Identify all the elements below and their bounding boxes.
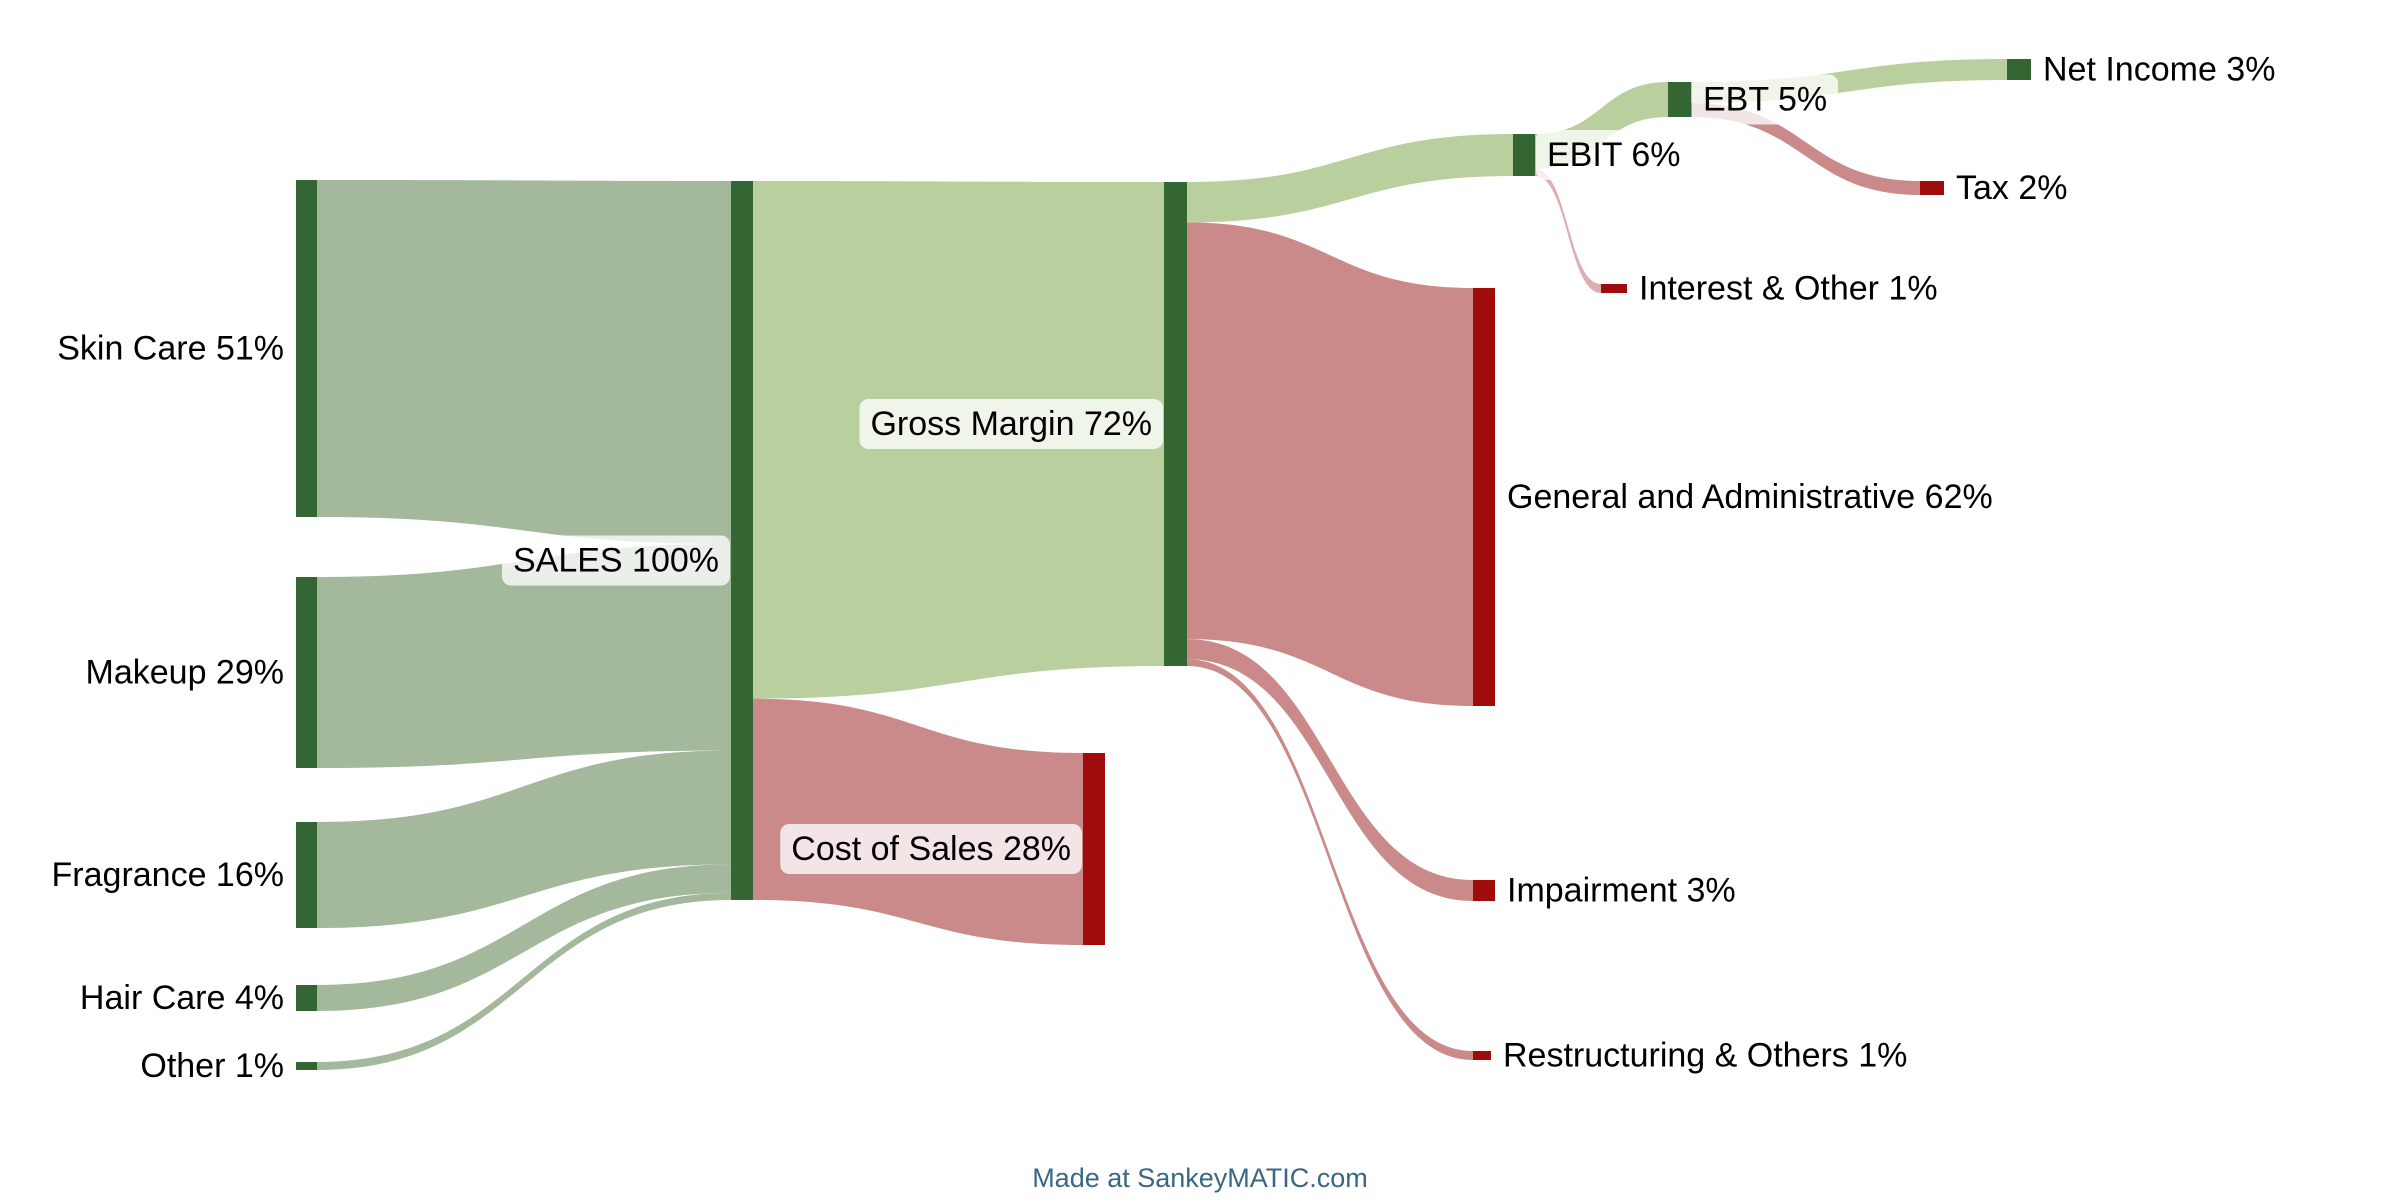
node-other <box>296 1062 317 1070</box>
link-makeup-sales <box>317 544 731 768</box>
node-gna <box>1473 288 1495 706</box>
label-box-ebt <box>1692 74 1839 125</box>
label-ebt: EBT 5% <box>1703 81 1827 119</box>
link-skin_care-sales <box>317 180 731 545</box>
node-skin_care <box>296 180 317 517</box>
label-net_income: Net Income 3% <box>2043 51 2275 89</box>
node-cost_of_sales <box>1083 753 1105 945</box>
node-ebt <box>1668 82 1691 117</box>
link-gross_margin-impairment <box>1187 639 1473 901</box>
label-gna: General and Administrative 62% <box>1507 478 1993 516</box>
node-gross_margin <box>1164 182 1187 666</box>
link-ebit-interest <box>1535 169 1601 293</box>
node-hair_care <box>296 985 317 1011</box>
link-fragrance-sales <box>317 750 731 928</box>
label-ebit: EBIT 6% <box>1547 136 1681 174</box>
link-sales-cost_of_sales <box>753 698 1083 945</box>
node-tax <box>1920 181 1944 195</box>
label-interest: Interest & Other 1% <box>1639 270 1938 308</box>
link-hair_care-sales <box>317 864 731 1011</box>
label-restructuring: Restructuring & Others 1% <box>1503 1037 1907 1075</box>
label-gross_margin: Gross Margin 72% <box>870 405 1152 443</box>
link-ebt-tax <box>1691 103 1920 195</box>
label-cost_of_sales: Cost of Sales 28% <box>791 830 1071 868</box>
label-impairment: Impairment 3% <box>1507 872 1736 910</box>
label-hair_care: Hair Care 4% <box>80 979 284 1017</box>
label-tax: Tax 2% <box>1956 169 2068 207</box>
label-skin_care: Skin Care 51% <box>57 330 284 368</box>
link-gross_margin-restructuring <box>1187 659 1473 1060</box>
label-sales: SALES 100% <box>513 542 719 580</box>
node-sales <box>731 181 753 900</box>
link-other-sales <box>317 892 731 1070</box>
label-fragrance: Fragrance 16% <box>52 856 284 894</box>
label-makeup: Makeup 29% <box>86 654 284 692</box>
node-fragrance <box>296 822 317 928</box>
node-makeup <box>296 577 317 768</box>
label-other: Other 1% <box>140 1047 284 1085</box>
sankeymatic-credit: Made at SankeyMATIC.com <box>1032 1163 1368 1193</box>
label-box-ebit <box>1536 130 1692 180</box>
node-restructuring <box>1473 1051 1491 1060</box>
link-gross_margin-ebit <box>1187 134 1513 223</box>
node-impairment <box>1473 880 1495 901</box>
label-box-sales <box>501 535 730 586</box>
node-interest <box>1601 284 1627 293</box>
link-gross_margin-gna <box>1187 222 1473 707</box>
label-box-gross_margin <box>859 399 1163 449</box>
node-net_income <box>2007 59 2031 80</box>
node-ebit <box>1513 134 1535 176</box>
label-box-cost_of_sales <box>780 824 1082 874</box>
